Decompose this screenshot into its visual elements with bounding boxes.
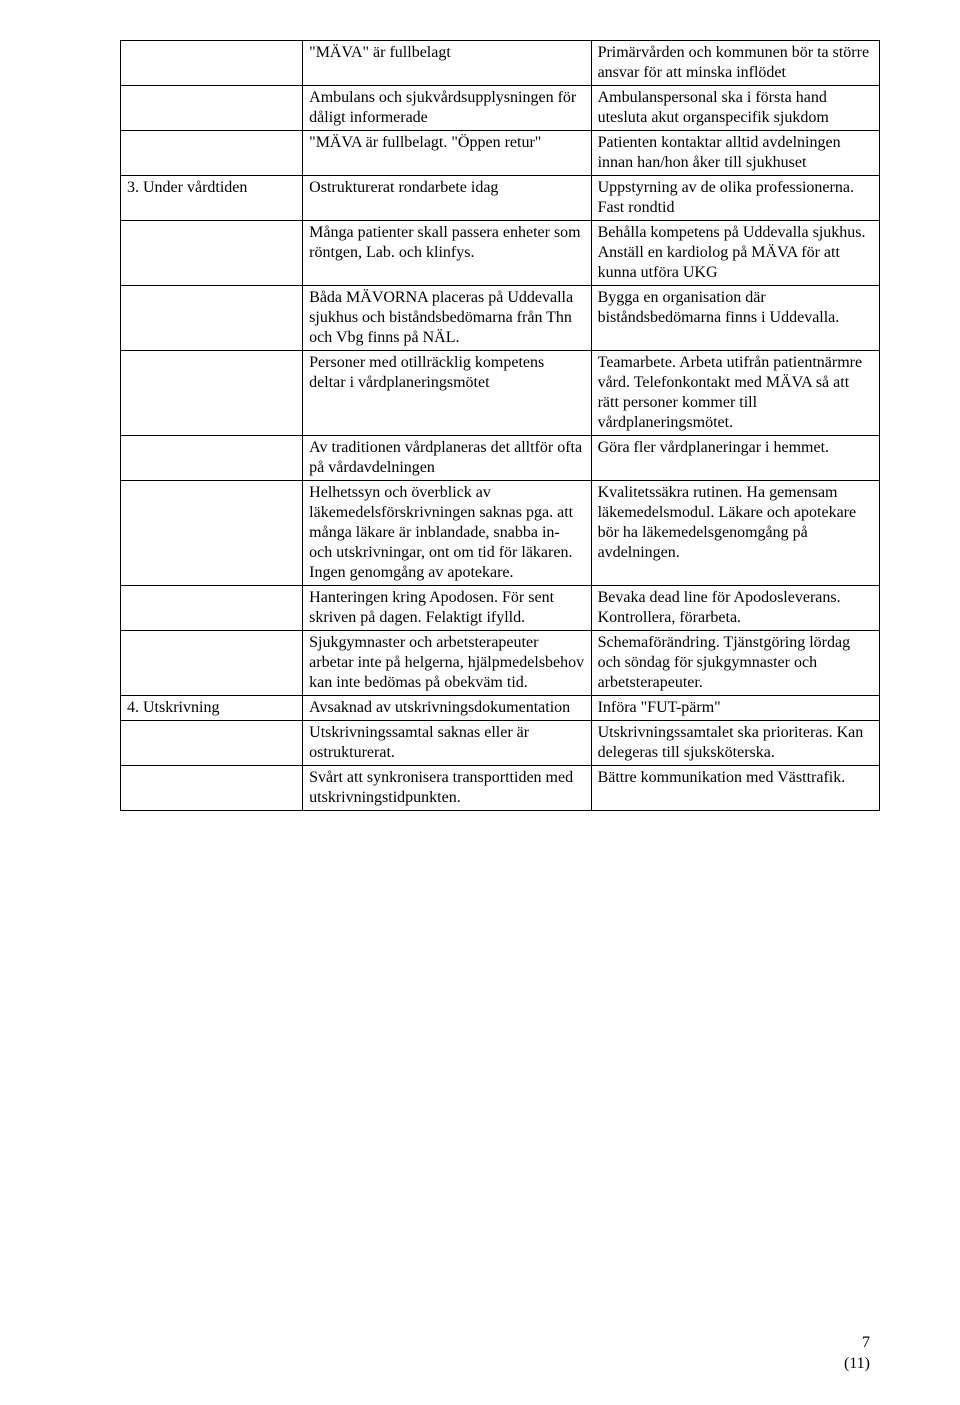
table-row: Hanteringen kring Apodosen. För sent skr… — [121, 586, 880, 631]
cell-issue: Ostrukturerat rondarbete idag — [303, 176, 591, 221]
cell-category — [121, 766, 303, 811]
cell-action: Schemaförändring. Tjänstgöring lördag oc… — [591, 631, 879, 696]
cell-action: Bygga en organisation där biståndsbedöma… — [591, 286, 879, 351]
cell-category — [121, 86, 303, 131]
table-row: Svårt att synkronisera transporttiden me… — [121, 766, 880, 811]
table-row: Ambulans och sjukvårdsupplysningen för d… — [121, 86, 880, 131]
cell-category — [121, 631, 303, 696]
cell-action: Kvalitetssäkra rutinen. Ha gemensam läke… — [591, 481, 879, 586]
cell-issue: Svårt att synkronisera transporttiden me… — [303, 766, 591, 811]
cell-category — [121, 721, 303, 766]
table-row: Utskrivningssamtal saknas eller är ostru… — [121, 721, 880, 766]
cell-action: Teamarbete. Arbeta utifrån patientnärmre… — [591, 351, 879, 436]
cell-action: Införa "FUT-pärm" — [591, 696, 879, 721]
cell-category — [121, 286, 303, 351]
cell-action: Ambulanspersonal ska i första hand utesl… — [591, 86, 879, 131]
cell-issue: Av traditionen vårdplaneras det alltför … — [303, 436, 591, 481]
cell-issue: Båda MÄVORNA placeras på Uddevalla sjukh… — [303, 286, 591, 351]
page-total: (11) — [844, 1354, 870, 1375]
table-row: 4. Utskrivning Avsaknad av utskrivningsd… — [121, 696, 880, 721]
cell-category: 4. Utskrivning — [121, 696, 303, 721]
cell-category — [121, 436, 303, 481]
cell-issue: "MÄVA" är fullbelagt — [303, 41, 591, 86]
cell-issue: "MÄVA är fullbelagt. "Öppen retur" — [303, 131, 591, 176]
cell-action: Patienten kontaktar alltid avdelningen i… — [591, 131, 879, 176]
table-row: Av traditionen vårdplaneras det alltför … — [121, 436, 880, 481]
table-row: "MÄVA" är fullbelagt Primärvården och ko… — [121, 41, 880, 86]
document-page: "MÄVA" är fullbelagt Primärvården och ko… — [0, 0, 960, 1405]
cell-issue: Utskrivningssamtal saknas eller är ostru… — [303, 721, 591, 766]
table-row: Sjukgymnaster och arbetsterapeuter arbet… — [121, 631, 880, 696]
cell-issue: Ambulans och sjukvårdsupplysningen för d… — [303, 86, 591, 131]
cell-action: Utskrivningssamtalet ska prioriteras. Ka… — [591, 721, 879, 766]
cell-category: 3. Under vårdtiden — [121, 176, 303, 221]
cell-issue: Många patienter skall passera enheter so… — [303, 221, 591, 286]
table-row: Personer med otillräcklig kompetens delt… — [121, 351, 880, 436]
table-row: "MÄVA är fullbelagt. "Öppen retur" Patie… — [121, 131, 880, 176]
table-row: Många patienter skall passera enheter so… — [121, 221, 880, 286]
cell-issue: Avsaknad av utskrivningsdokumentation — [303, 696, 591, 721]
page-footer: 7 (11) — [844, 1333, 870, 1375]
cell-action: Primärvården och kommunen bör ta större … — [591, 41, 879, 86]
cell-issue: Helhetssyn och överblick av läkemedelsfö… — [303, 481, 591, 586]
cell-category — [121, 221, 303, 286]
table-row: Helhetssyn och överblick av läkemedelsfö… — [121, 481, 880, 586]
cell-issue: Sjukgymnaster och arbetsterapeuter arbet… — [303, 631, 591, 696]
page-number: 7 — [844, 1333, 870, 1354]
cell-issue: Personer med otillräcklig kompetens delt… — [303, 351, 591, 436]
cell-action: Behålla kompetens på Uddevalla sjukhus. … — [591, 221, 879, 286]
cell-category — [121, 351, 303, 436]
cell-action: Bevaka dead line för Apodosleverans. Kon… — [591, 586, 879, 631]
table-row: Båda MÄVORNA placeras på Uddevalla sjukh… — [121, 286, 880, 351]
cell-action: Uppstyrning av de olika professionerna. … — [591, 176, 879, 221]
cell-category — [121, 41, 303, 86]
cell-action: Göra fler vårdplaneringar i hemmet. — [591, 436, 879, 481]
content-table: "MÄVA" är fullbelagt Primärvården och ko… — [120, 40, 880, 811]
cell-category — [121, 481, 303, 586]
cell-category — [121, 586, 303, 631]
table-row: 3. Under vårdtiden Ostrukturerat rondarb… — [121, 176, 880, 221]
cell-issue: Hanteringen kring Apodosen. För sent skr… — [303, 586, 591, 631]
cell-category — [121, 131, 303, 176]
cell-action: Bättre kommunikation med Västtrafik. — [591, 766, 879, 811]
